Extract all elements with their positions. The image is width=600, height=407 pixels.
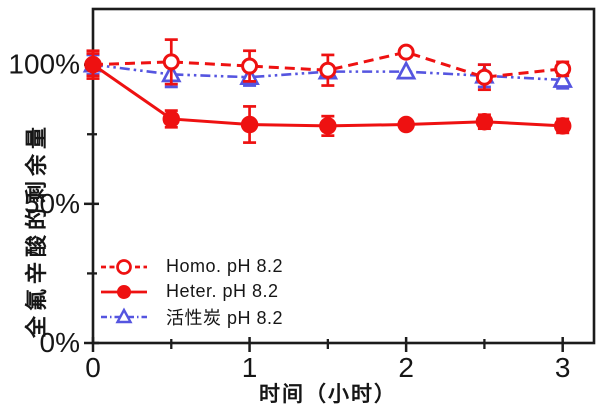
open-triangle-icon [115,306,133,323]
legend-label: Homo. pH 8.2 [166,256,284,276]
plot-border [91,7,596,345]
filled-circle-marker [475,112,494,131]
open-circle-marker [162,53,180,71]
open-circle-marker [319,61,337,79]
legend-sample-filled-circle [101,284,147,299]
filled-circle-marker [397,115,415,134]
y-tick-label: 50% [24,188,80,219]
series-open-circle [84,38,572,92]
x-tick-label: 3 [555,352,571,383]
series-filled-circle [84,52,572,144]
filled-circle-marker [162,110,181,128]
filled-circle-marker [240,115,259,134]
filled-circle-icon [117,284,131,299]
open-triangle-marker [552,68,573,88]
y-tick-label: 0% [40,327,80,358]
legend-item: Homo. pH 8.2 [99,254,283,279]
legend-item: Heter. pH 8.2 [99,279,283,304]
legend-label: 活性炭 pH 8.2 [166,307,284,328]
filled-circle-marker [84,55,102,74]
open-circle-marker [475,68,493,86]
x-tick-label: 2 [398,352,414,383]
x-axis-title: 时间（小时） [259,383,397,406]
open-circle-icon [116,258,132,275]
legend: Homo. pH 8.2 Heter. pH 8.2 活性炭 pH 8.2 [99,254,283,329]
open-circle-marker [554,60,572,78]
x-tick-label: 0 [85,352,101,383]
legend-sample-open-circle [101,258,147,275]
legend-sample-open-triangle [101,306,147,323]
filled-circle-marker [319,117,337,135]
filled-circle-marker [553,117,572,135]
open-triangle-marker [395,60,417,80]
legend-label: Heter. pH 8.2 [166,281,279,301]
y-tick-label: 100% [8,49,80,80]
x-tick-label: 1 [242,352,258,383]
open-circle-marker [397,43,415,61]
open-circle-marker [241,57,259,75]
y-axis-title: 全氟辛酸的剩余量 [24,122,49,339]
legend-item: 活性炭 pH 8.2 [99,304,283,329]
